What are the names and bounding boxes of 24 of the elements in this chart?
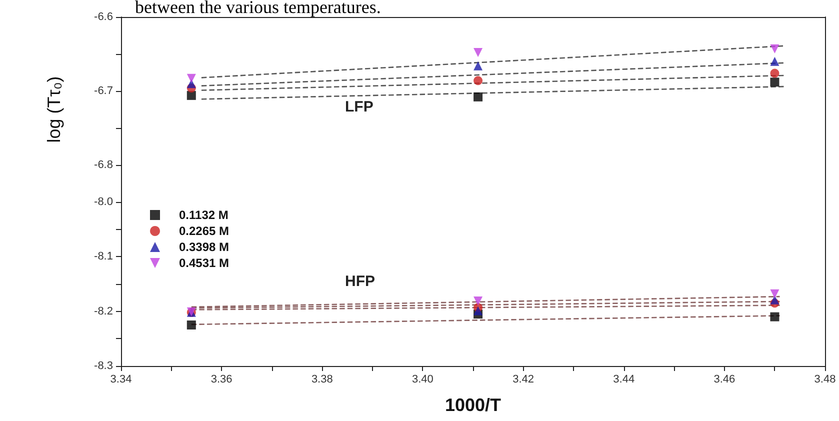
annotation: LFP bbox=[345, 98, 374, 116]
x-tick-label: 3.34 bbox=[110, 374, 132, 386]
legend-label: 0.2265 M bbox=[179, 224, 230, 238]
x-tick-label: 3.48 bbox=[814, 374, 836, 386]
chart-title: between the various temperatures. bbox=[135, 0, 381, 17]
legend-label: 0.1132 M bbox=[179, 208, 228, 222]
y-tick-label: -8.0 bbox=[94, 196, 113, 208]
x-tick-label: 3.46 bbox=[714, 374, 736, 386]
legend-label: 0.3398 M bbox=[179, 240, 230, 254]
y-tick-label: -8.2 bbox=[94, 305, 113, 318]
x-tick-label: 3.40 bbox=[412, 374, 434, 386]
x-tick-label: 3.38 bbox=[311, 374, 333, 386]
x-tick-label: 3.42 bbox=[512, 374, 534, 386]
annotation: HFP bbox=[345, 273, 375, 290]
legend-label: 0.4531 M bbox=[179, 256, 230, 270]
y-axis-title: log (Tτ₀) bbox=[44, 76, 64, 143]
y-tick-label: -6.7 bbox=[94, 85, 113, 97]
y-tick-label: -6.6 bbox=[94, 11, 113, 23]
y-tick-label: -8.1 bbox=[94, 250, 113, 263]
x-tick-label: 3.36 bbox=[210, 374, 232, 386]
y-tick-label: -8.3 bbox=[94, 360, 113, 372]
x-tick-label: 3.44 bbox=[613, 374, 635, 386]
x-axis-title: 1000/T bbox=[444, 395, 502, 415]
y-tick-label: -6.8 bbox=[94, 159, 113, 171]
